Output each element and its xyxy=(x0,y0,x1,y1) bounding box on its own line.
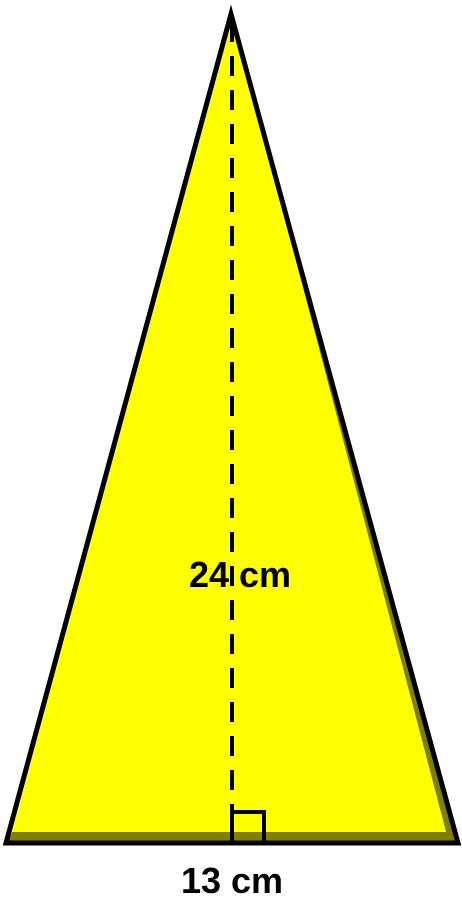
height-label: 24 cm xyxy=(189,554,291,595)
right-angle-marker xyxy=(230,810,266,845)
triangle-body xyxy=(12,14,446,832)
base-label: 13 cm xyxy=(181,860,283,898)
